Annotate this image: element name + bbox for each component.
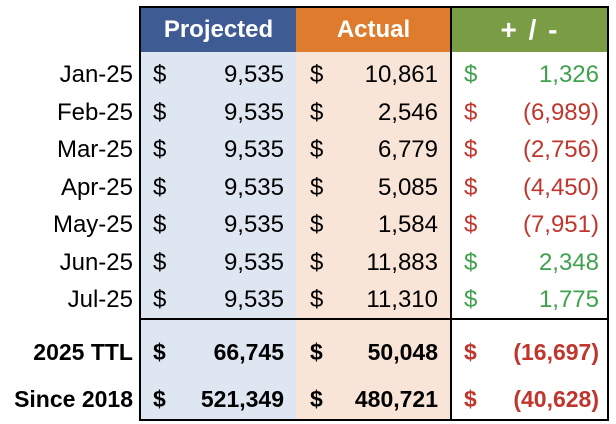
table-row: Feb-25 $9,535 $2,546 $ (6,989) <box>0 94 616 131</box>
projected-currency: $ <box>153 286 167 313</box>
projected-value: 9,535 <box>223 211 284 238</box>
actual-currency: $ <box>310 286 324 313</box>
diff-value: (16,697) <box>513 339 599 365</box>
actual-currency: $ <box>310 98 324 126</box>
row-label: May-25 <box>52 211 133 238</box>
actual-currency: $ <box>310 173 324 201</box>
row-label: Since 2018 <box>14 386 133 412</box>
row-label: Jun-25 <box>59 248 133 276</box>
diff-value: (4,450) <box>522 173 599 201</box>
actual-value: 10,861 <box>364 61 438 88</box>
table-row: Jul-25 $9,535 $11,310 $1,775 <box>0 281 616 318</box>
projected-header: Projected <box>141 7 296 52</box>
row-label: Jul-25 <box>67 286 133 313</box>
projected-currency: $ <box>153 136 167 163</box>
projected-currency: $ <box>153 98 167 126</box>
projected-currency: $ <box>153 61 167 88</box>
diff-value: 1,326 <box>538 61 599 88</box>
diff-currency: $ <box>464 136 478 163</box>
projected-currency: $ <box>153 211 167 238</box>
projected-value: 66,745 <box>213 339 284 365</box>
actual-currency: $ <box>310 61 324 88</box>
top-border <box>139 6 609 8</box>
actual-currency: $ <box>310 339 323 365</box>
actual-value: 11,310 <box>366 286 438 313</box>
difference-header: + / - <box>451 7 609 52</box>
actual-value: 6,779 <box>377 136 438 163</box>
actual-value: 5,085 <box>377 173 438 201</box>
diff-currency: $ <box>464 286 478 313</box>
right-border <box>607 7 609 419</box>
row-label: Apr-25 <box>60 173 133 201</box>
diff-value: (2,756) <box>522 136 599 163</box>
projected-value: 9,535 <box>223 286 284 313</box>
table-row: Jun-25 $9,535 $11,883 $2,348 <box>0 244 616 281</box>
projected-value: 9,535 <box>223 248 284 276</box>
diff-value: 2,348 <box>538 248 599 276</box>
diff-value: (7,951) <box>522 211 599 238</box>
projected-value: 9,535 <box>223 98 284 126</box>
projected-value: 9,535 <box>223 136 284 163</box>
actual-column-band <box>296 7 451 419</box>
diff-currency: $ <box>464 211 478 238</box>
projected-currency: $ <box>153 386 166 412</box>
total-row: 2025 TTL $66,745 $50,048 $ (16,697) <box>0 334 616 371</box>
table-row: Apr-25 $9,535 $5,085 $ (4,450) <box>0 169 616 206</box>
actual-header: Actual <box>296 7 451 52</box>
row-label: Jan-25 <box>59 61 133 88</box>
table-row: Jan-25 $9,535 $10,861 $1,326 <box>0 56 616 93</box>
diff-currency: $ <box>464 173 478 201</box>
diff-currency: $ <box>464 61 478 88</box>
actual-currency: $ <box>310 386 323 412</box>
diff-value: (40,628) <box>513 386 599 412</box>
projected-value: 521,349 <box>200 386 284 412</box>
bottom-border <box>139 419 609 421</box>
projected-column-band <box>141 7 296 419</box>
projected-value: 9,535 <box>223 173 284 201</box>
actual-currency: $ <box>310 211 324 238</box>
table-row: Mar-25 $9,535 $6,779 $ (2,756) <box>0 131 616 168</box>
actual-value: 11,883 <box>366 248 438 276</box>
actual-value: 50,048 <box>367 339 438 365</box>
actual-currency: $ <box>310 248 324 276</box>
actual-currency: $ <box>310 136 324 163</box>
actual-value: 2,546 <box>377 98 438 126</box>
totals-divider <box>139 318 609 320</box>
left-border <box>139 7 141 419</box>
projected-value: 9,535 <box>223 61 284 88</box>
diff-currency: $ <box>464 98 478 126</box>
projected-currency: $ <box>153 248 167 276</box>
diff-value: 1,775 <box>538 286 599 313</box>
diff-currency: $ <box>464 386 477 412</box>
actual-value: 480,721 <box>354 386 438 412</box>
projected-currency: $ <box>153 173 167 201</box>
diff-currency: $ <box>464 248 478 276</box>
actual-value: 1,584 <box>377 211 438 238</box>
diff-currency: $ <box>464 339 477 365</box>
row-label: 2025 TTL <box>33 339 133 365</box>
diff-value: (6,989) <box>522 98 599 126</box>
row-label: Mar-25 <box>56 136 133 163</box>
table-row: May-25 $9,535 $1,584 $ (7,951) <box>0 206 616 243</box>
row-label: Feb-25 <box>56 98 133 126</box>
projected-currency: $ <box>153 339 166 365</box>
total-row: Since 2018 $521,349 $480,721 $ (40,628) <box>0 381 616 418</box>
diff-column-border <box>450 7 452 419</box>
